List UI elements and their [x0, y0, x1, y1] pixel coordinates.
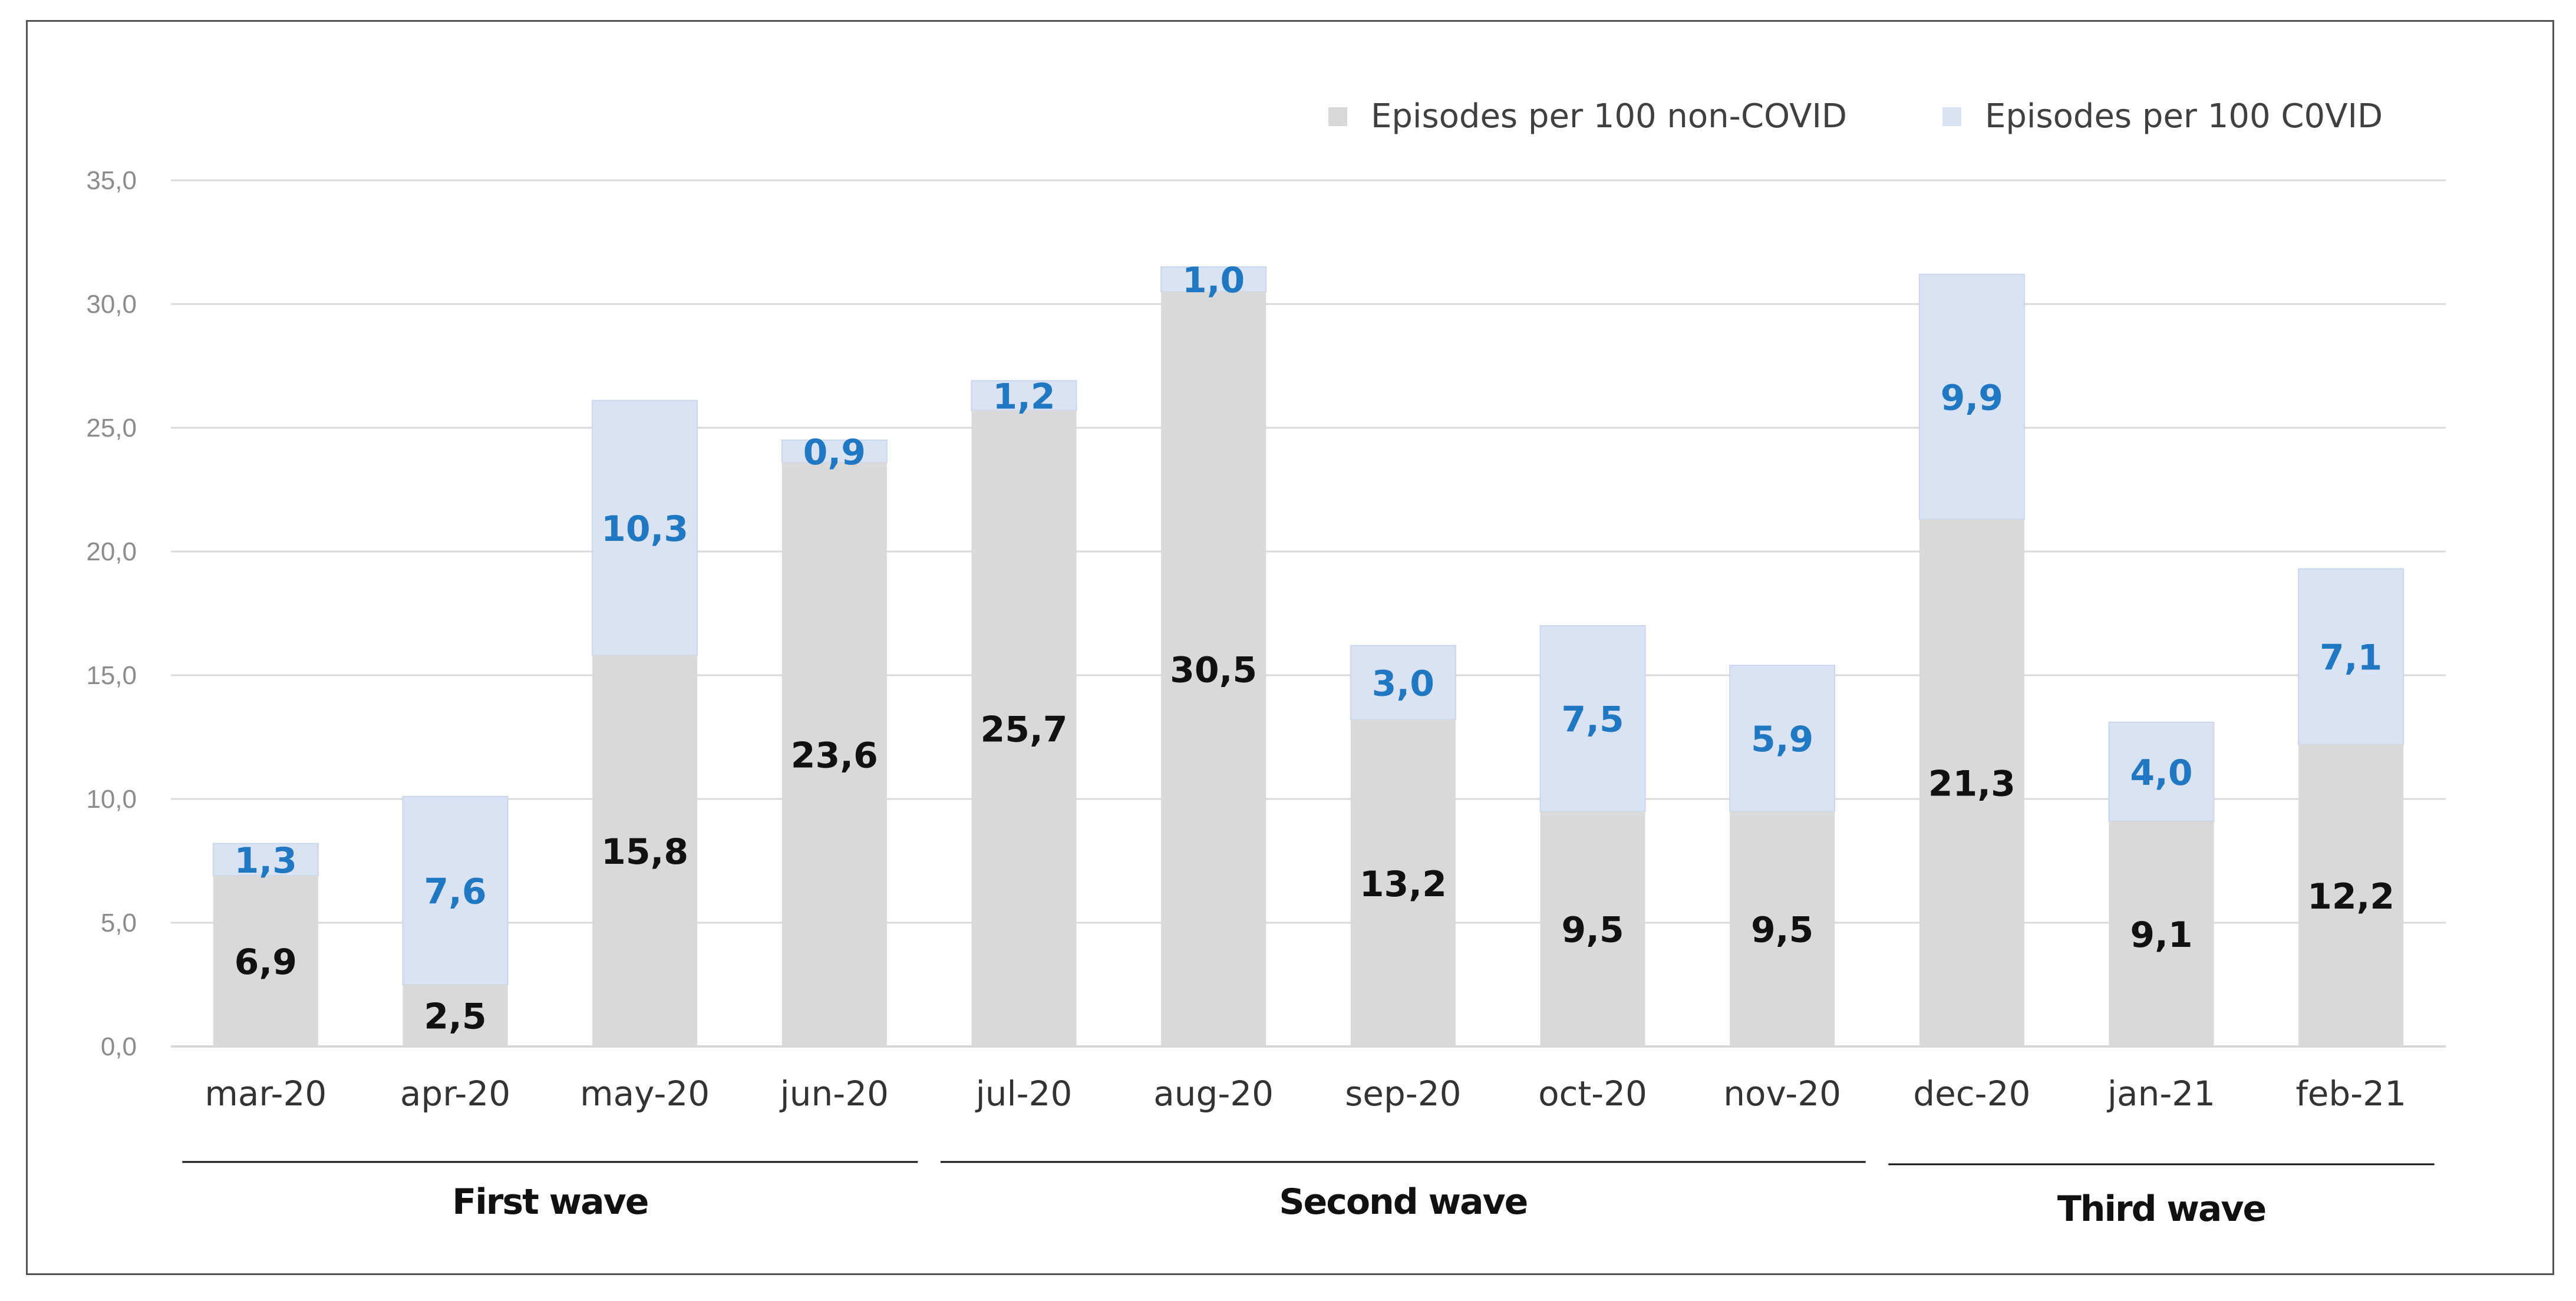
data-label-covid: 7,1	[2320, 638, 2382, 679]
data-label-non-covid: 15,8	[601, 831, 688, 873]
x-tick-label: jul-20	[975, 1074, 1073, 1114]
data-label-covid: 10,3	[601, 508, 688, 550]
bar-non-covid	[971, 410, 1077, 1046]
y-tick-label: 15,0	[86, 661, 137, 690]
gridlines	[171, 179, 2446, 1048]
bar-non-covid	[592, 655, 698, 1046]
x-tick-label: jan-21	[2106, 1074, 2215, 1114]
bar-non-covid	[1540, 811, 1645, 1046]
y-tick-label: 35,0	[86, 166, 137, 195]
data-label-non-covid: 9,5	[1751, 910, 1813, 951]
data-label-covid: 4,0	[2130, 752, 2192, 794]
bar-covid	[1729, 665, 1836, 812]
bar-covid	[1160, 266, 1267, 292]
data-label-non-covid: 30,5	[1170, 650, 1257, 691]
data-label-non-covid: 9,1	[2130, 914, 2192, 956]
chart-frame	[26, 20, 2554, 1275]
wave-label: First wave	[452, 1181, 648, 1223]
data-label-covid: 9,9	[1941, 378, 2003, 419]
x-tick-label: aug-20	[1153, 1074, 1274, 1114]
data-label-non-covid: 6,9	[235, 942, 297, 983]
y-tick-label: 30,0	[86, 290, 137, 319]
bar-covid	[1918, 273, 2025, 520]
bars	[212, 266, 2405, 1046]
bar-covid	[971, 380, 1077, 411]
x-tick-label: oct-20	[1538, 1074, 1647, 1114]
data-label-covid: 7,5	[1561, 699, 1624, 741]
x-tick-label: feb-21	[2295, 1074, 2406, 1114]
x-tick-label: may-20	[580, 1074, 710, 1114]
bar-covid	[1350, 645, 1456, 721]
bar-covid	[592, 399, 698, 656]
x-tick-label: jun-20	[779, 1074, 889, 1114]
data-label-non-covid: 21,3	[1928, 764, 2016, 805]
bar-non-covid	[1350, 719, 1456, 1046]
wave-label: Third wave	[2057, 1188, 2265, 1230]
x-tick-label: nov-20	[1723, 1074, 1841, 1114]
bar-non-covid	[2109, 821, 2214, 1046]
x-tick-label: sep-20	[1345, 1074, 1461, 1114]
bar-covid	[2108, 721, 2215, 822]
data-label-covid: 0,9	[803, 432, 866, 473]
legend: Episodes per 100 non-COVID Episodes per 1…	[1328, 97, 2383, 136]
bar-non-covid	[1730, 811, 1835, 1046]
x-tick-label: mar-20	[205, 1074, 326, 1114]
legend-label: Episodes per 100 C0VID	[1985, 97, 2383, 136]
x-tick-label: apr-20	[400, 1074, 510, 1114]
bar-covid	[1539, 625, 1646, 812]
bar-non-covid	[213, 876, 318, 1046]
bar-non-covid	[1161, 292, 1266, 1046]
wave-label: Second wave	[1279, 1181, 1527, 1223]
y-tick-label: 25,0	[86, 414, 137, 443]
x-tick-label: dec-20	[1913, 1074, 2030, 1114]
legend-swatch	[1942, 107, 1961, 126]
data-labels: 6,9 1,3 2,5 7,6 15,8 10,3 23,6 0,9 25,7 1,2 30,5 1,…	[235, 260, 2395, 1038]
wave-groups: First wave Second wave Third wave	[182, 1161, 2435, 1230]
legend-swatch	[1328, 107, 1347, 126]
data-label-covid: 1,2	[992, 376, 1055, 417]
y-tick-label: 5,0	[101, 909, 137, 937]
data-label-non-covid: 23,6	[791, 735, 878, 776]
data-label-non-covid: 12,2	[2307, 876, 2394, 917]
data-label-covid: 7,6	[424, 871, 486, 912]
y-axis-ticks: 0,0 5,0 10,0 15,0 20,0 25,0 30,0 35,0	[86, 166, 137, 1061]
y-tick-label: 20,0	[86, 537, 137, 566]
data-label-covid: 3,0	[1372, 663, 1434, 705]
legend-label: Episodes per 100 non-COVID	[1371, 97, 1847, 136]
bar-non-covid	[1919, 519, 2024, 1046]
bar-covid	[2298, 568, 2405, 745]
x-axis-categories: mar-20 apr-20 may-20 jun-20 jul-20 aug-20 sep-…	[205, 1074, 2406, 1114]
data-label-non-covid: 25,7	[980, 709, 1067, 750]
bar-non-covid	[781, 462, 887, 1046]
data-label-covid: 1,0	[1182, 260, 1245, 301]
y-tick-label: 0,0	[101, 1032, 137, 1061]
data-label-covid: 5,9	[1751, 719, 1813, 760]
bar-non-covid	[403, 985, 508, 1046]
data-label-non-covid: 13,2	[1360, 864, 1447, 905]
data-label-covid: 1,3	[235, 840, 297, 881]
bar-covid	[212, 843, 319, 877]
y-tick-label: 10,0	[86, 785, 137, 814]
data-label-non-covid: 2,5	[424, 996, 486, 1038]
data-label-non-covid: 9,5	[1561, 910, 1624, 951]
bar-non-covid	[2298, 744, 2404, 1046]
